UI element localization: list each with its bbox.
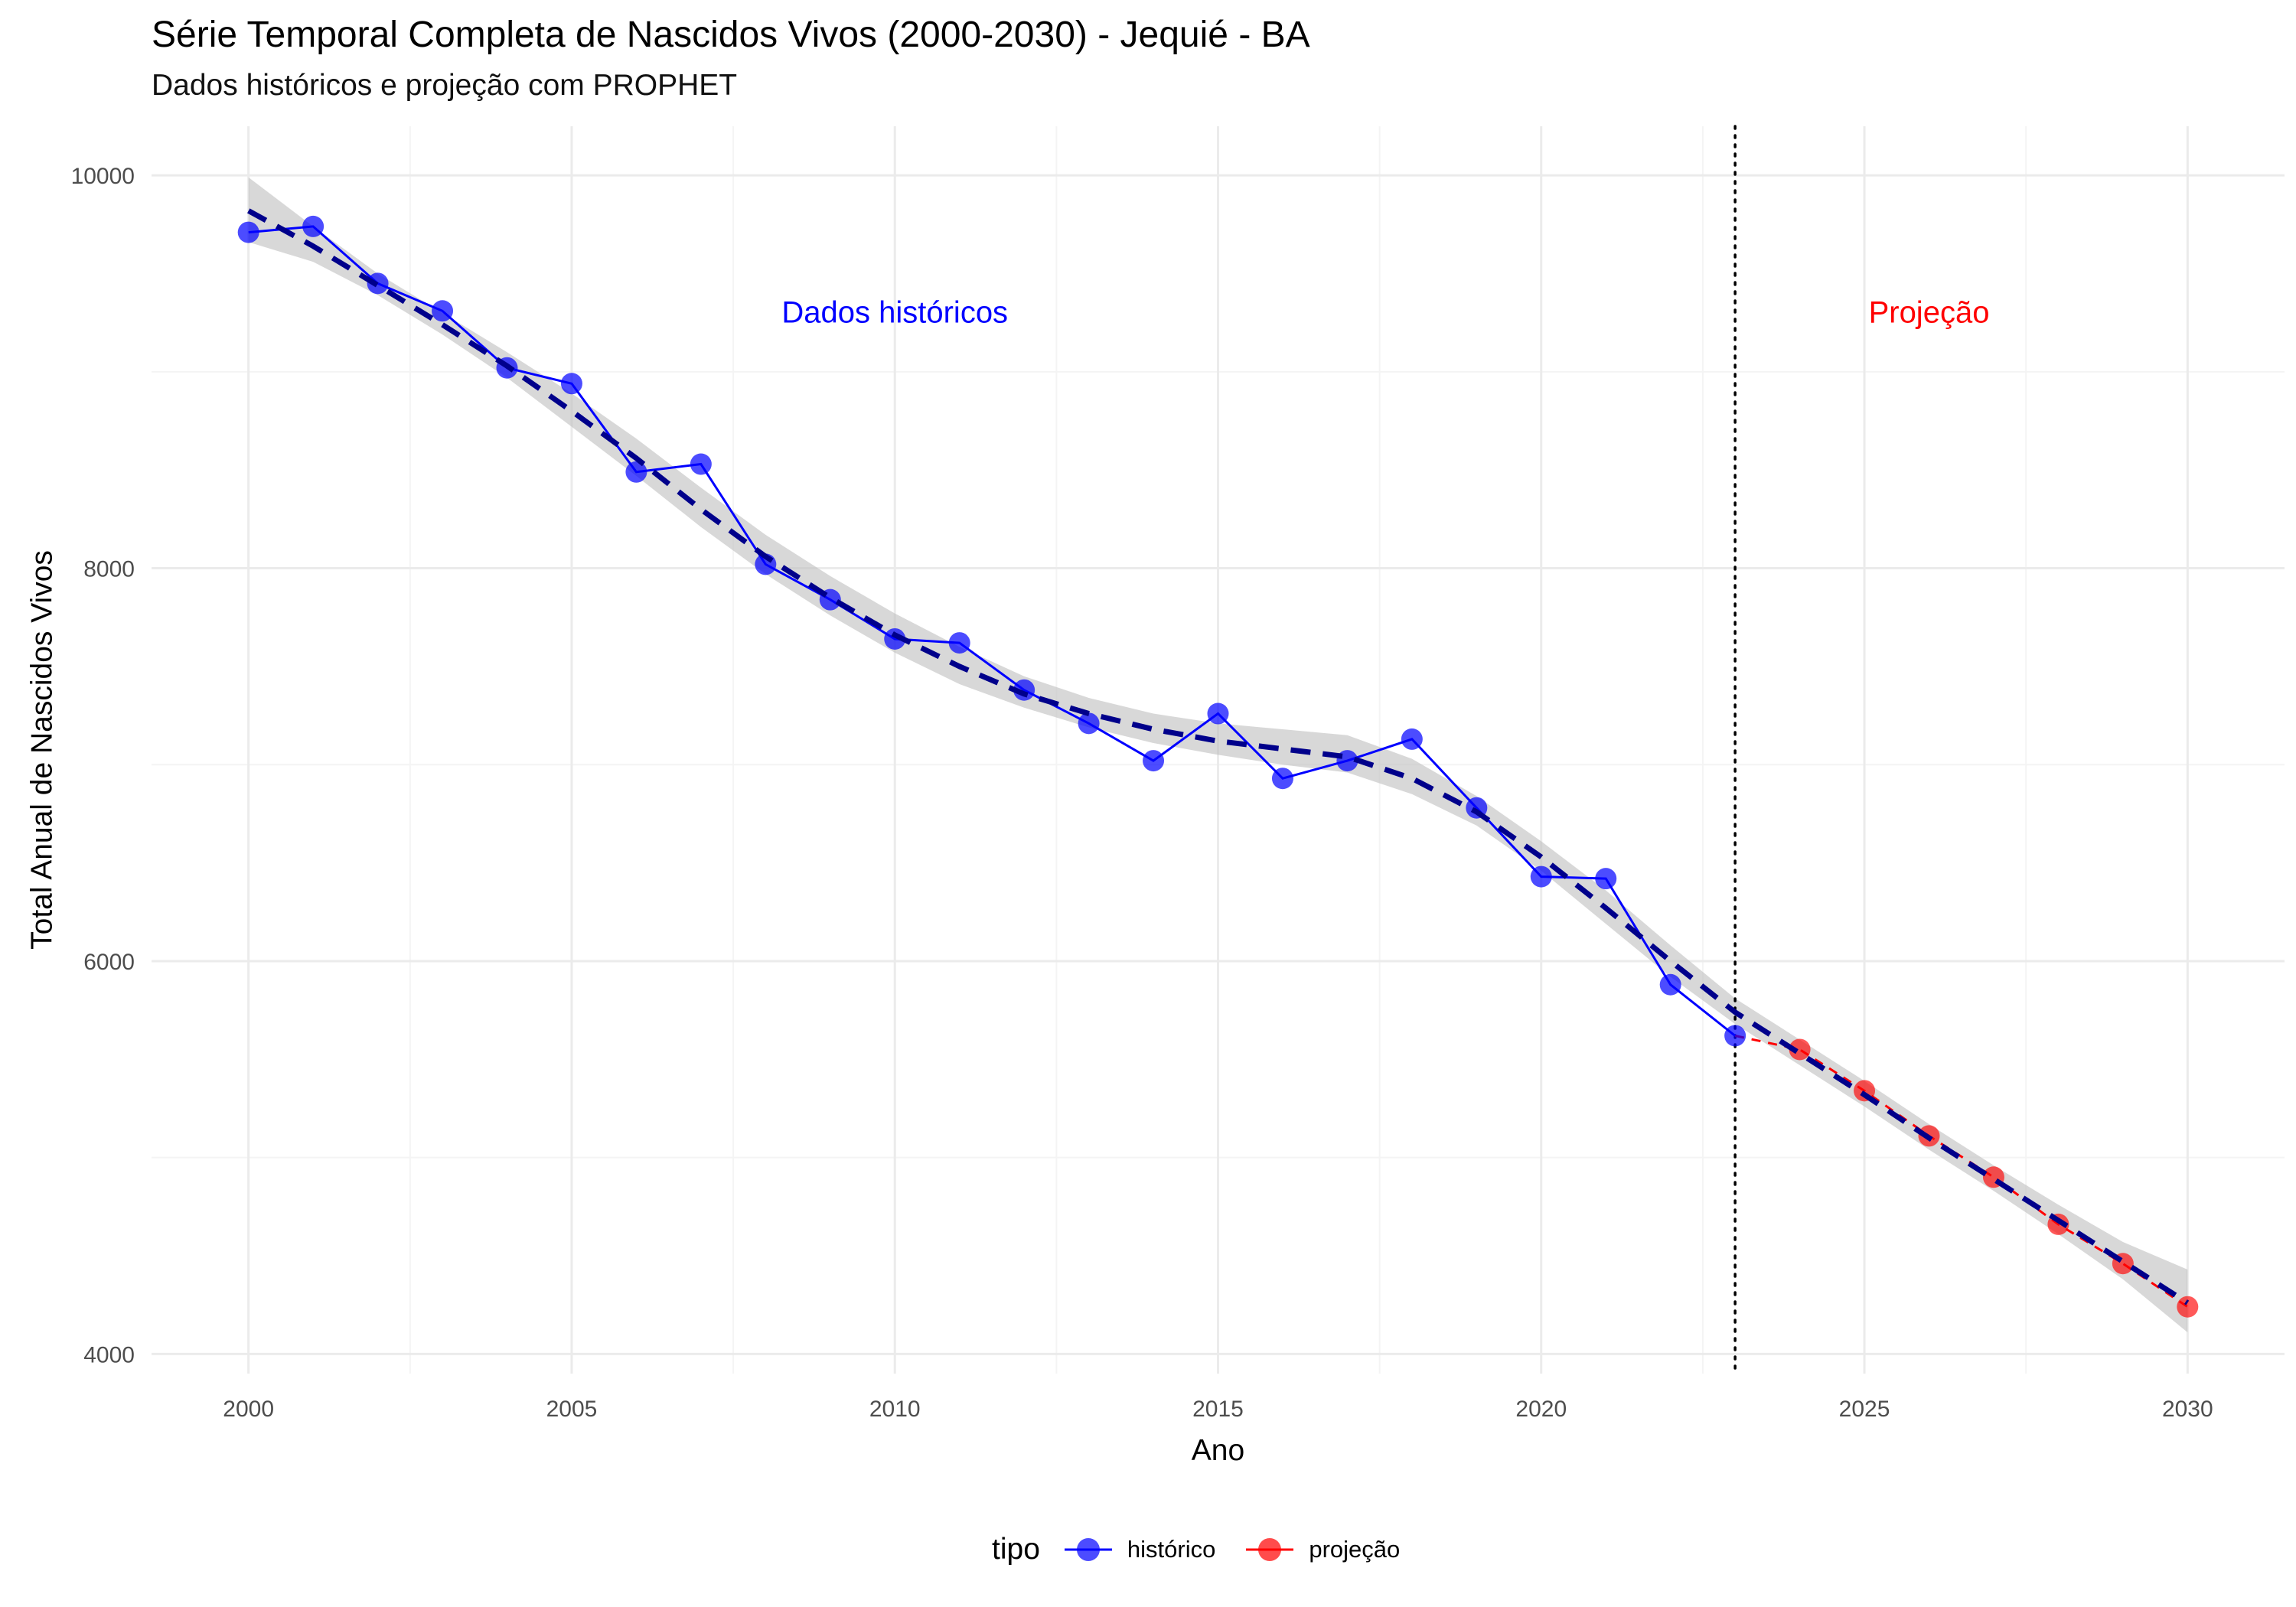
legend-title: tipo [992, 1533, 1040, 1566]
x-tick-label: 2015 [1192, 1397, 1244, 1422]
legend-key-projecao [1246, 1538, 1294, 1561]
point-historico-2001 [302, 215, 325, 237]
chart-subtitle: Dados históricos e projeção com PROPHET [152, 69, 738, 102]
point-historico-2014 [1143, 750, 1165, 772]
x-tick-label: 2005 [546, 1397, 598, 1422]
point-historico-2003 [432, 300, 454, 322]
point-historico-2000 [237, 221, 259, 243]
legend-key-historico [1064, 1538, 1112, 1561]
x-axis-title: Ano [1192, 1434, 1244, 1467]
point-historico-2020 [1530, 865, 1552, 888]
point-historico-2022 [1659, 973, 1681, 996]
point-historico-2007 [690, 453, 712, 475]
series-points-layer [237, 215, 2199, 1318]
chart-title: Série Temporal Completa de Nascidos Vivo… [152, 15, 1310, 55]
point-projecao-2024 [1789, 1038, 1811, 1061]
confidence-band-layer [248, 177, 2188, 1333]
x-tick-label: 2020 [1515, 1397, 1567, 1422]
tick-labels-layer: 2000 2005 2010 2015 2020 2025 2030 4000 6000 8000… [71, 164, 2213, 1422]
point-historico-2013 [1078, 712, 1100, 735]
point-historico-2012 [1013, 679, 1035, 701]
y-tick-label: 6000 [83, 950, 135, 975]
x-tick-label: 2000 [223, 1397, 274, 1422]
point-projecao-2030 [2177, 1296, 2199, 1318]
y-tick-label: 10000 [71, 164, 135, 189]
y-tick-label: 4000 [83, 1342, 135, 1367]
y-axis-title: Total Anual de Nascidos Vivos [26, 550, 59, 950]
confidence-band [248, 177, 2188, 1333]
grid-lines [152, 126, 2285, 1374]
trend-layer [247, 208, 2190, 1305]
y-tick-label: 8000 [83, 557, 135, 582]
point-historico-2016 [1271, 768, 1293, 790]
point-historico-2005 [560, 373, 582, 395]
x-tick-label: 2010 [869, 1397, 921, 1422]
point-historico-2018 [1401, 728, 1423, 750]
point-historico-2006 [625, 461, 647, 483]
point-historico-2015 [1207, 702, 1229, 725]
trend-line [247, 208, 2190, 1305]
point-historico-2021 [1595, 868, 1617, 890]
point-historico-2010 [884, 627, 906, 650]
x-tick-label: 2025 [1839, 1397, 1890, 1422]
annotation-label: Projeção [1869, 296, 1990, 330]
annotation-label: Dados históricos [781, 296, 1008, 330]
point-historico-2023 [1724, 1025, 1746, 1047]
annotations-layer: Dados históricos Projeção [781, 296, 1989, 330]
legend: tipo histórico projeção [992, 1523, 1429, 1576]
point-historico-2011 [948, 632, 970, 654]
x-tick-label: 2030 [2162, 1397, 2213, 1422]
legend-label-projecao: projeção [1309, 1536, 1401, 1563]
legend-label-historico: histórico [1127, 1536, 1216, 1563]
